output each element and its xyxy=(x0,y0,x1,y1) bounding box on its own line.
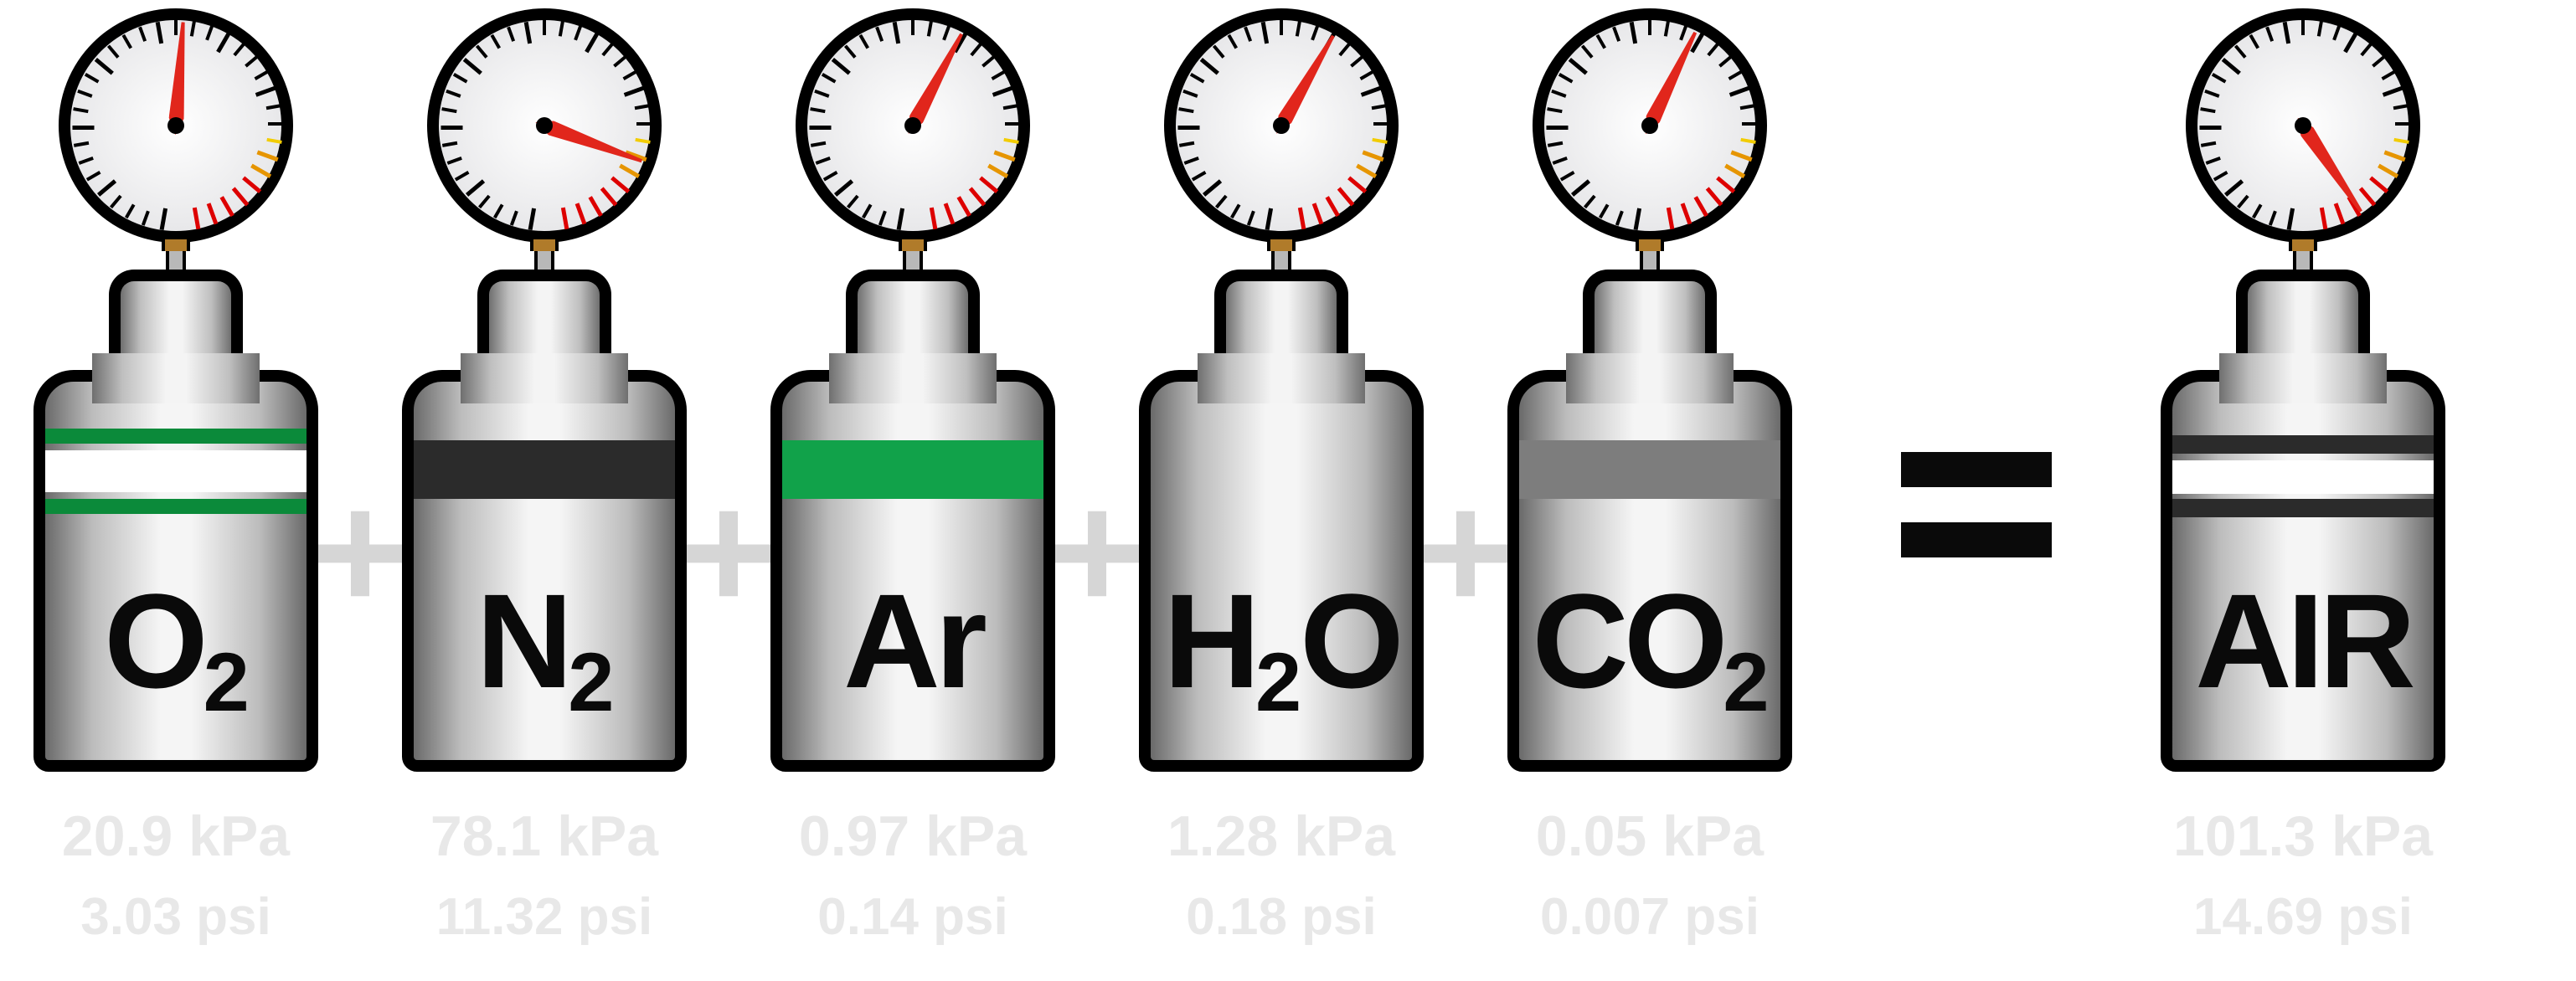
kpa-value: 0.05 kPa xyxy=(1491,804,1809,869)
tank-stripe xyxy=(782,440,1043,499)
pressure-gauge-icon xyxy=(2186,8,2420,243)
psi-value: 0.007 psi xyxy=(1491,887,1809,947)
tank-body: N2 xyxy=(402,270,687,772)
tank-body: H2O xyxy=(1139,270,1424,772)
tank-stripe xyxy=(45,499,307,514)
equals-operator xyxy=(1893,452,2060,593)
cylinder-h2o: H2O 1.28 kPa 0.18 psi xyxy=(1122,0,1440,981)
gas-formula-label: H2O xyxy=(1151,574,1412,708)
tank-body: Ar xyxy=(770,270,1055,772)
cylinder-o2: O2 20.9 kPa 3.03 psi xyxy=(17,0,335,981)
gas-formula-label: Ar xyxy=(782,574,1043,708)
tank-stripe xyxy=(2172,499,2434,517)
kpa-value: 78.1 kPa xyxy=(385,804,703,869)
tank-stripe xyxy=(2172,460,2434,494)
gas-formula-label: CO2 xyxy=(1519,574,1780,708)
pressure-gauge-icon xyxy=(1533,8,1767,243)
kpa-value: 20.9 kPa xyxy=(17,804,335,869)
tank-body: O2 xyxy=(33,270,318,772)
psi-value: 0.14 psi xyxy=(754,887,1072,947)
cylinder-co2: CO2 0.05 kPa 0.007 psi xyxy=(1491,0,1809,981)
psi-value: 11.32 psi xyxy=(385,887,703,947)
kpa-value: 1.28 kPa xyxy=(1122,804,1440,869)
pressure-gauge-icon xyxy=(796,8,1030,243)
gas-formula-label: AIR xyxy=(2172,574,2434,708)
tank-stripe xyxy=(45,429,307,444)
kpa-value: 101.3 kPa xyxy=(2144,804,2462,869)
pressure-gauge-icon xyxy=(427,8,662,243)
tank-stripe xyxy=(2172,435,2434,454)
cylinder-ar: Ar 0.97 kPa 0.14 psi xyxy=(754,0,1072,981)
pressure-gauge-icon xyxy=(59,8,293,243)
tank-stripe xyxy=(1519,440,1780,499)
psi-value: 14.69 psi xyxy=(2144,887,2462,947)
cylinder-n2: N2 78.1 kPa 11.32 psi xyxy=(385,0,703,981)
gas-formula-label: O2 xyxy=(45,574,307,708)
cylinder-air: AIR 101.3 kPa 14.69 psi xyxy=(2144,0,2462,981)
kpa-value: 0.97 kPa xyxy=(754,804,1072,869)
tank-stripe xyxy=(45,450,307,492)
tank-body: AIR xyxy=(2161,270,2445,772)
partial-pressures-diagram: O220.9 kPa3.03 psi+N278.1 kPa11.32 psi+A… xyxy=(0,0,2576,981)
tank-stripe xyxy=(414,440,675,499)
pressure-gauge-icon xyxy=(1164,8,1399,243)
psi-value: 0.18 psi xyxy=(1122,887,1440,947)
tank-body: CO2 xyxy=(1507,270,1792,772)
gas-formula-label: N2 xyxy=(414,574,675,708)
psi-value: 3.03 psi xyxy=(17,887,335,947)
